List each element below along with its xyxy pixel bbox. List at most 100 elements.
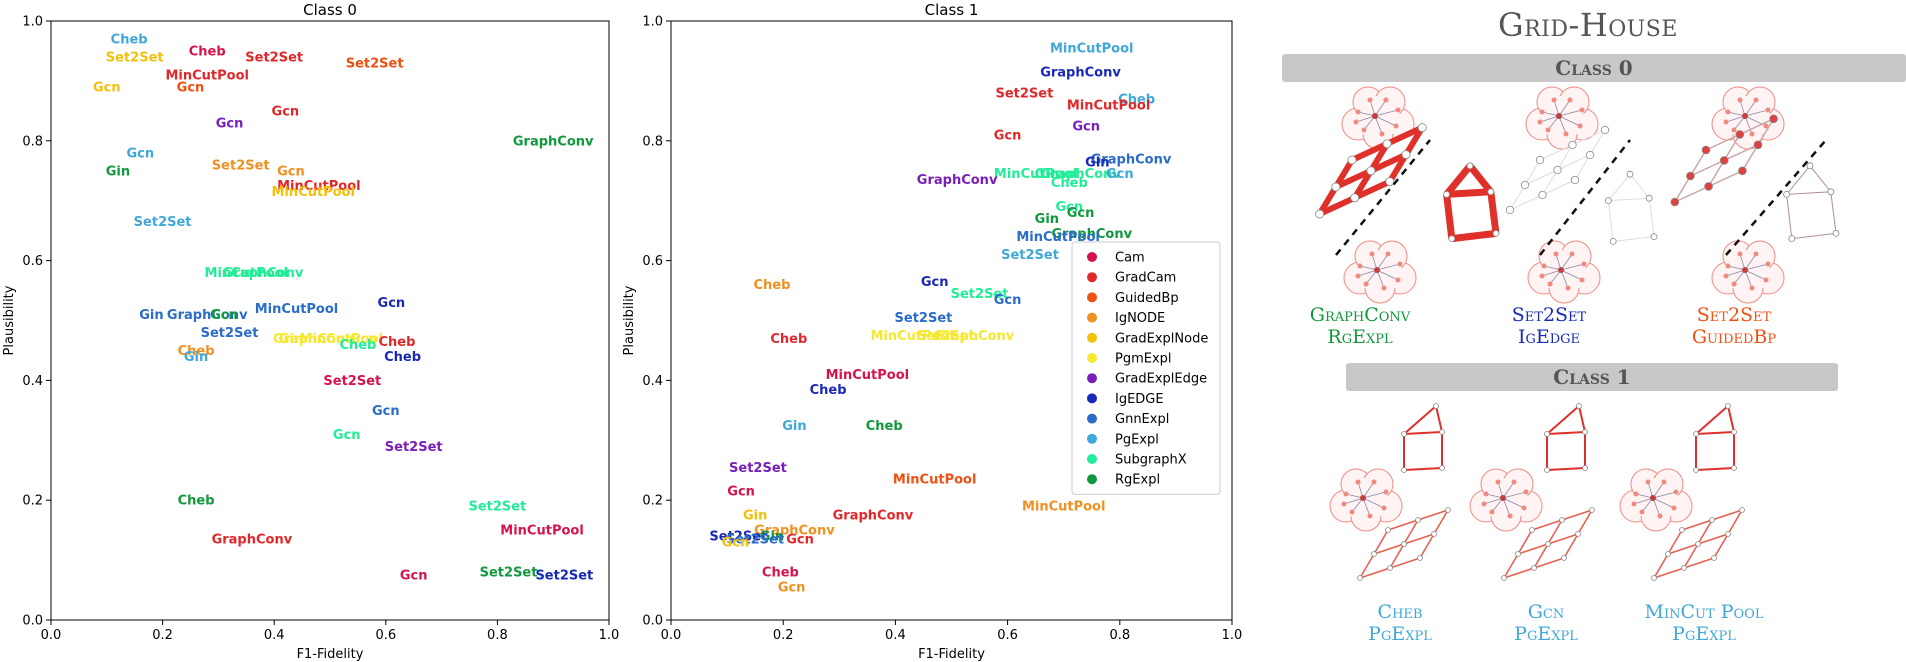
point-set2set-gradcam: Set2Set [996,86,1054,101]
motif-cloud [1329,468,1403,532]
y-tick-label: 0.0 [642,614,663,629]
legend-marker [1087,433,1097,444]
legend-entry: GradExplEdge [1115,372,1207,387]
point-gcn-gradexpledge: Gcn [1072,119,1100,134]
legend-marker [1087,393,1097,404]
point-graphconv-rgexpl: GraphConv [513,134,594,149]
x-tick-label: 0.8 [487,628,508,643]
chart-title: Class 1 [925,1,979,19]
legend-entry: GradCam [1115,271,1176,286]
point-gin-igedge: Gin [1085,155,1109,170]
point-gcn-gnnexpl: Gcn [994,293,1022,308]
legend-entry: SubgraphX [1115,453,1187,468]
x-tick-label: 0.4 [885,628,906,643]
y-tick-label: 0.2 [22,494,43,509]
motif-cloud [1469,468,1543,532]
point-set2set-gnnexpl: Set2Set [201,326,259,341]
point-set2set-cam: Set2Set [323,374,381,389]
point-gin-gnnexpl: Gin [139,308,163,323]
motif-cloud [1525,86,1599,150]
point-gcn-gradcam: Gcn [272,104,300,119]
point-mincutpool-guidedbp: MinCutPool [893,473,977,488]
point-cheb-ignode: Cheb [754,278,791,293]
house-motif [1401,403,1445,473]
point-gcn-subgraphx: Gcn [1055,200,1083,215]
caption-method: PgExpl [1672,623,1736,645]
point-graphconv-ignode: GraphConv [754,524,835,539]
y-tick-label: 0.6 [22,254,43,269]
legend-marker [1087,454,1097,464]
grid-motif [1357,507,1451,581]
legend-marker [1087,332,1097,343]
grid-house-graph [1315,123,1500,243]
point-mincutpool-gnnexpl: MinCutPool [255,302,339,317]
caption-model: Gcn [1527,601,1565,623]
legend-marker [1087,353,1097,363]
point-cheb-cam: Cheb [762,566,799,581]
point-gcn-pgmexpl: Gcn [350,332,378,347]
point-cheb-rgexpl: Cheb [178,494,215,509]
caption-method: RgExpl [1327,326,1393,348]
y-tick-label: 0.4 [642,374,663,389]
point-mincutpool-gradcam: MinCutPool [165,68,249,83]
y-tick-label: 0.8 [22,134,43,149]
class0-banner: Class 0 [1282,54,1906,82]
point-cheb-gradcam: Cheb [770,332,807,347]
point-set2set-igedge: Set2Set [535,569,593,584]
point-cheb-rgexpl: Cheb [866,419,903,434]
y-tick-label: 1.0 [642,15,663,30]
y-tick-label: 1.0 [22,15,43,30]
point-gin-subgraphx: Gin [1035,167,1059,182]
x-tick-label: 0.0 [41,628,62,643]
point-set2set-gradexplnode: Set2Set [106,50,164,65]
chart-class1: Class 1 0.0 0.2 0.4 0.6 0.8 1.0 0.0 0.2 0.4 0.6 0.8… [622,1,1242,662]
point-cheb-pgexpl: Cheb [1118,92,1155,107]
caption-method: GuidedBp [1691,326,1777,348]
point-set2set-gnnexpl: Set2Set [726,533,784,548]
point-mincutpool-gnnexpl: MinCutPool [1016,230,1100,245]
legend-entry: RgExpl [1115,473,1160,488]
point-gcn-rgexpl: Gcn [1067,206,1095,221]
separator-line [1725,139,1827,256]
legend-marker [1087,413,1097,424]
x-tick-label: 0.2 [152,628,173,643]
grid-motif [1651,507,1745,581]
point-gin-pgmexpl: Gin [279,332,303,347]
legend-marker [1087,312,1097,323]
chart-title: Class 0 [303,1,357,19]
legend-marker [1087,292,1097,303]
grid-house-graph [1505,125,1658,245]
house-motif [1693,403,1737,473]
point-graphconv-pgmexpl: GraphConv [934,329,1015,344]
point-graphconv-igedge: GraphConv [1040,65,1121,80]
point-set2set-subgraphx: Set2Set [951,287,1009,302]
point-gcn-ignode: Gcn [778,581,806,596]
motif-cloud [1341,86,1415,150]
point-cheb-ignode: Cheb [178,344,215,359]
separator-line [1539,139,1631,256]
caption-model: Cheb [1377,601,1423,623]
y-axis-label: Plausibility [2,285,17,355]
point-cheb-igedge: Cheb [384,350,421,365]
motif-cloud [1527,240,1601,304]
legend-entry: IgEDGE [1115,392,1164,407]
point-gcn-pgexpl: Gcn [1106,167,1134,182]
point-gcn-gradcam: Gcn [994,128,1022,143]
point-cheb-cam: Cheb [189,44,226,59]
legend: Cam GradCam GuidedBp IgNODE GradExplNode PgmE… [1071,241,1221,495]
motif-cloud [1711,240,1785,304]
class0-caption-1: GraphConv RgExpl [1280,304,1440,348]
point-gcn-gradexplnode: Gcn [93,80,121,95]
point-set2set-gradexpledge: Set2Set [729,461,787,476]
y-tick-label: 0.0 [22,614,43,629]
point-gcn-subgraphx: Gcn [333,428,361,443]
point-graphconv-rgexpl: GraphConv [1051,227,1132,242]
caption-method: PgExpl [1514,623,1578,645]
point-cheb-igedge: Cheb [810,383,847,398]
x-tick-label: 0.4 [264,628,285,643]
motif-cloud [1619,468,1693,532]
point-set2set-igedge: Set2Set [709,530,767,545]
point-gcn-guidedbp: Gcn [177,80,205,95]
point-gcn-cam: Gcn [400,569,428,584]
x-tick-label: 0.2 [773,628,794,643]
